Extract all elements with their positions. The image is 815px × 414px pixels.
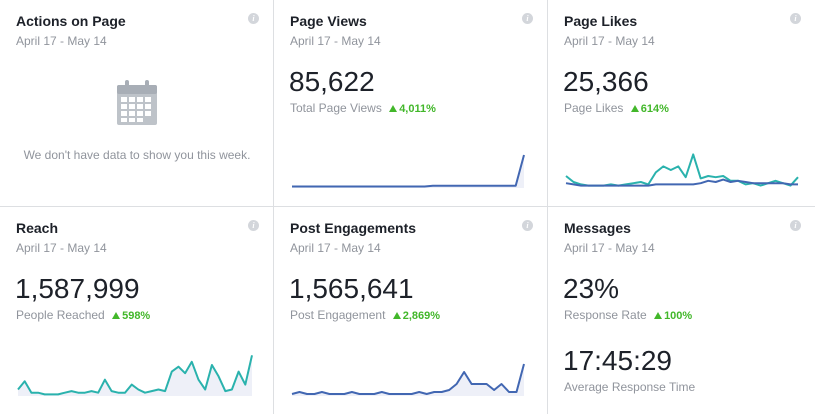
change-indicator: 614% [627,103,669,115]
reach-line-area [18,355,252,396]
metric-label: Page Likes [564,101,624,115]
metric-value: 85,622 [289,66,375,97]
info-icon[interactable]: i [248,220,259,231]
info-icon[interactable]: i [248,13,259,24]
page-likes-teal-line [565,153,799,187]
page-views-line [292,154,525,188]
date-range: April 17 - May 14 [564,241,655,255]
change-indicator: 100% [650,310,692,322]
card-title: Page Views [290,13,367,29]
metric-label-row: Total Page Views 4,011% [290,101,436,115]
date-range: April 17 - May 14 [16,34,107,48]
page-views-line-area [292,155,524,188]
post-engagement-line-area [292,364,524,396]
metric-value: 1,565,641 [289,273,414,304]
change-value: 598% [122,310,151,322]
up-arrow-icon [392,312,401,319]
actions-on-page-card[interactable]: Actions on Page April 17 - May 14 i We d… [0,0,274,207]
metric-label: Total Page Views [290,101,382,115]
card-title: Messages [564,220,631,236]
change-value: 614% [640,103,669,115]
date-range: April 17 - May 14 [16,241,107,255]
response-time-label: Average Response Time [564,380,696,394]
page-likes-sparkline [565,153,799,187]
response-time-value: 17:45:29 [563,345,672,376]
metric-label: Response Rate [564,308,647,322]
change-value: 100% [664,310,693,322]
change-indicator: 2,869% [389,310,440,322]
card-title: Post Engagements [290,220,417,236]
metric-value: 1,587,999 [15,273,140,304]
up-arrow-icon [389,105,398,112]
response-rate-value: 23% [563,273,620,304]
card-title: Page Likes [564,13,638,29]
info-icon[interactable]: i [522,13,533,24]
messages-card[interactable]: Messages April 17 - May 14 i 23% Respons… [548,207,815,414]
reach-sparkline [17,355,253,396]
change-indicator: 4,011% [385,103,436,115]
page-likes-blue-line [565,178,798,187]
card-title: Actions on Page [16,13,126,29]
metric-label-row: Post Engagement 2,869% [290,308,440,322]
page-views-card[interactable]: Page Views April 17 - May 14 i 85,622 To… [274,0,548,207]
date-range: April 17 - May 14 [290,241,381,255]
change-value: 4,011% [399,103,436,115]
change-indicator: 598% [108,310,150,322]
calendar-icon [117,80,157,125]
change-value: 2,869% [402,310,441,322]
date-range: April 17 - May 14 [564,34,655,48]
up-arrow-icon [654,312,663,319]
post-engagement-line [291,363,525,395]
date-range: April 17 - May 14 [290,34,381,48]
post-engagement-sparkline [291,363,525,396]
metric-label-row: Response Rate 100% [564,308,692,322]
info-icon[interactable]: i [790,13,801,24]
metric-label: Post Engagement [290,308,386,322]
reach-line [17,355,253,396]
info-icon[interactable]: i [522,220,533,231]
page-likes-card[interactable]: Page Likes April 17 - May 14 i 25,366 Pa… [548,0,815,207]
info-icon[interactable]: i [790,220,801,231]
reach-card[interactable]: Reach April 17 - May 14 i 1,587,999 Peop… [0,207,274,414]
up-arrow-icon [630,105,639,112]
metric-value: 25,366 [563,66,649,97]
post-engagements-card[interactable]: Post Engagements April 17 - May 14 i 1,5… [274,207,548,414]
empty-state-message: We don't have data to show you this week… [23,148,251,162]
page-views-sparkline [292,154,525,188]
metric-label: People Reached [16,308,105,322]
metric-label-row: People Reached 598% [16,308,150,322]
up-arrow-icon [112,312,121,319]
metric-label-row: Page Likes 614% [564,101,669,115]
card-title: Reach [16,220,59,236]
